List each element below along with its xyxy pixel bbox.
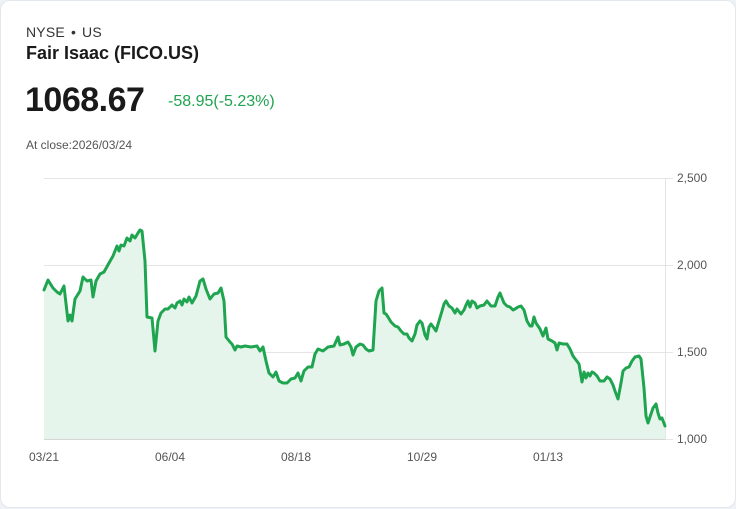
exchange-line: NYSE • US (26, 24, 102, 40)
x-tick-0321: 03/21 (29, 450, 59, 464)
y-tick-2000: 2,000 (677, 258, 707, 272)
separator-dot: • (70, 24, 77, 40)
y-tick-2500: 2,500 (677, 171, 707, 185)
stock-title: Fair Isaac (FICO.US) (26, 43, 200, 63)
x-tick-0604: 06/04 (155, 450, 185, 464)
current-price: 1068.67 (25, 81, 145, 119)
x-axis: 03/21 06/04 08/18 10/29 01/13 (29, 450, 563, 464)
y-axis: 2,500 2,000 1,500 1,000 (677, 171, 707, 446)
y-tick-1500: 1,500 (677, 345, 707, 359)
y-tick-1000: 1,000 (677, 432, 707, 446)
x-tick-0818: 08/18 (281, 450, 311, 464)
x-tick-1029: 10/29 (407, 450, 437, 464)
exchange-label: NYSE (26, 24, 65, 40)
region-label: US (82, 24, 102, 40)
x-tick-0113: 01/13 (533, 450, 563, 464)
price-change: -58.95(-5.23%) (168, 93, 275, 110)
price-area-fill (44, 230, 665, 439)
price-line (42, 228, 667, 428)
close-date: At close:2026/03/24 (26, 138, 133, 152)
